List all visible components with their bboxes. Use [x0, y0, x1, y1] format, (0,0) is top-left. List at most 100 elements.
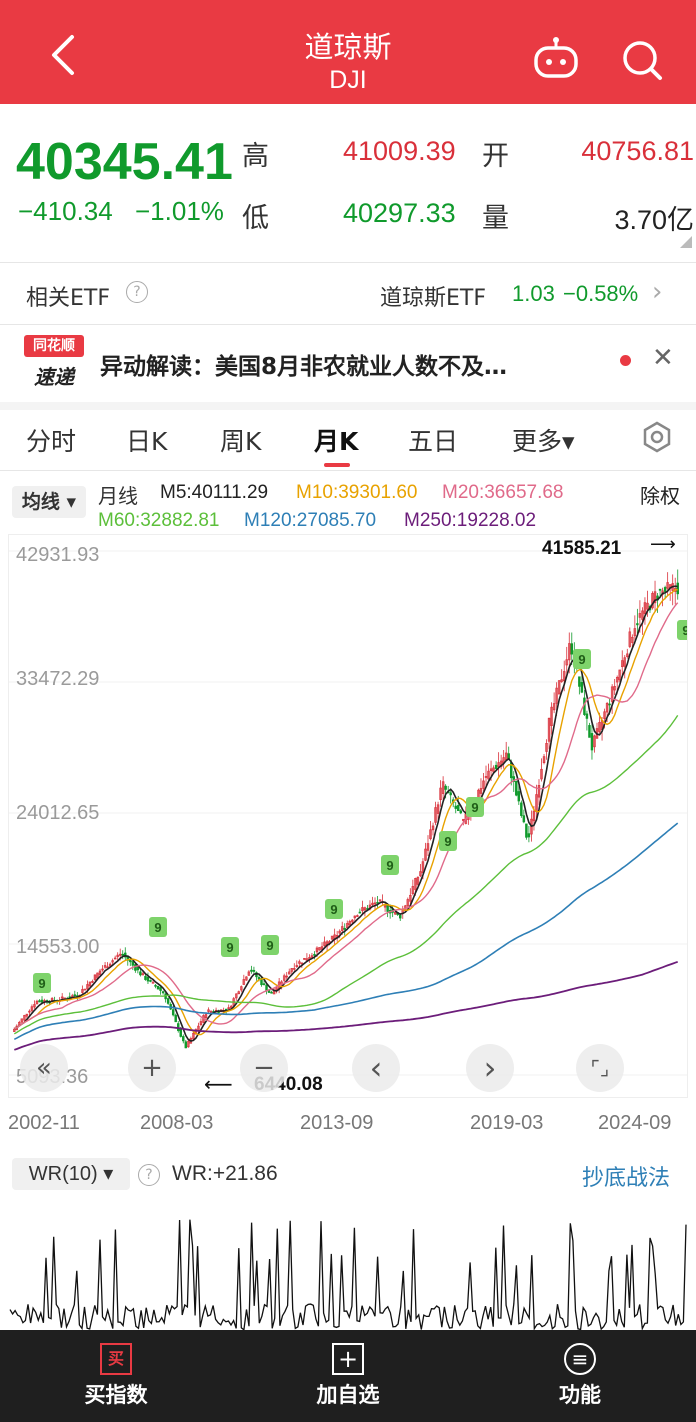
candle-body: [101, 968, 104, 971]
candle-body: [610, 686, 614, 702]
candle-body: [247, 971, 251, 976]
fit-button[interactable]: ⌜⌟: [576, 1044, 624, 1092]
y-tick-2: 33472.29: [16, 668, 100, 690]
chart-settings-icon[interactable]: [640, 420, 674, 454]
tab-monthly[interactable]: 月K: [314, 427, 359, 456]
svg-text:9: 9: [444, 834, 451, 849]
signal-badge-icon: 9: [439, 831, 457, 851]
ma-line-m250: [14, 960, 679, 1051]
etf-pct: −0.58%: [563, 281, 639, 306]
candle-body: [479, 788, 483, 794]
svg-text:9: 9: [471, 800, 478, 815]
kline-chart[interactable]: 9 9 9 9 9 9 9 9 9 9: [8, 534, 688, 1098]
bottom-nav: 买 买指数 + 加自选 ≡ 功能: [0, 1330, 696, 1422]
back-icon[interactable]: [38, 30, 88, 80]
close-icon[interactable]: ✕: [652, 343, 674, 373]
candle-body: [353, 915, 357, 919]
candle-body: [386, 904, 389, 912]
candle-body: [515, 780, 518, 796]
low-value: 40297.33: [343, 198, 456, 228]
candle-body: [409, 894, 412, 902]
kline-plot: 9 9 9 9 9 9 9 9 9 9: [9, 550, 687, 1076]
candle-body: [517, 791, 521, 802]
candle-body: [424, 848, 427, 861]
candle-body: [116, 954, 119, 958]
candle-body: [482, 780, 485, 789]
ma-selector-label: 均线: [21, 491, 60, 513]
candle-body: [255, 972, 258, 978]
signal-badge-icon: 9: [33, 973, 51, 993]
candle-body: [295, 965, 299, 967]
candle-body: [628, 631, 632, 647]
candle-body: [542, 756, 546, 764]
candle-body: [426, 843, 430, 851]
candle-body: [608, 703, 611, 706]
signal-badge-icon: 9: [325, 899, 343, 919]
tab-five-day[interactable]: 五日: [408, 427, 459, 456]
wr-strategy-link[interactable]: 抄底战法: [582, 1166, 671, 1191]
adjust-toggle[interactable]: 除权: [640, 484, 680, 508]
candle-body: [262, 983, 266, 986]
candle-body: [38, 1000, 41, 1003]
candle-body: [131, 961, 135, 966]
candle-body: [113, 957, 117, 960]
candle-body: [81, 989, 84, 993]
candle-body: [623, 657, 626, 667]
candle-body: [275, 987, 278, 991]
help-icon[interactable]: ?: [126, 281, 148, 303]
nav-add-watchlist[interactable]: + 加自选: [232, 1330, 464, 1422]
etf-label: 相关ETF: [26, 286, 110, 311]
zoom-in-button[interactable]: +: [128, 1044, 176, 1092]
robot-assistant-icon[interactable]: [528, 34, 584, 82]
news-banner[interactable]: 同花顺 速递 异动解读：美国8月非农就业人数不及… ✕: [0, 325, 696, 401]
candle-body: [411, 886, 415, 895]
candle-body: [520, 802, 523, 816]
candle-body: [371, 902, 374, 905]
volume-label: 量: [482, 203, 509, 234]
rewind-button[interactable]: «: [20, 1044, 68, 1092]
candle-body: [358, 911, 362, 914]
nav-functions[interactable]: ≡ 功能: [464, 1330, 696, 1422]
candle-body: [154, 984, 157, 987]
candle-body: [439, 787, 442, 800]
tab-more[interactable]: 更多▾: [512, 427, 575, 456]
tab-daily[interactable]: 日K: [126, 427, 168, 456]
wr-selector[interactable]: WR(10) ▾: [12, 1158, 130, 1190]
candle-body: [240, 986, 243, 991]
ma-selector[interactable]: 均线 ▾: [12, 486, 86, 518]
candle-body: [512, 776, 515, 782]
signal-badge-icon: 9: [261, 935, 279, 955]
candle-body: [320, 946, 324, 950]
page-subtitle: DJI: [329, 66, 367, 94]
candle-body: [237, 991, 241, 995]
candle-body: [290, 968, 293, 972]
etf-row[interactable]: 相关ETF ? 道琼斯ETF 1.03 −0.58% ›: [0, 263, 696, 323]
tab-weekly[interactable]: 周K: [220, 427, 262, 456]
candle-body: [444, 785, 447, 790]
candle-body: [585, 713, 589, 719]
nav-buy-index[interactable]: 买 买指数: [0, 1330, 232, 1422]
open-value: 40756.81: [581, 136, 694, 166]
expand-corner-icon[interactable]: [680, 236, 692, 248]
candle-body: [653, 591, 657, 604]
next-button[interactable]: ›: [466, 1044, 514, 1092]
candle-body: [187, 1041, 190, 1048]
prev-button[interactable]: ‹: [352, 1044, 400, 1092]
zoom-out-button[interactable]: −: [240, 1044, 288, 1092]
wr-help-icon[interactable]: ?: [138, 1164, 160, 1186]
x-tick-5: 2024-09: [598, 1112, 672, 1134]
fit-screen-icon: ⌜⌟: [590, 1056, 610, 1080]
ma-line-m20: [13, 602, 679, 1030]
candle-body: [615, 677, 619, 683]
candle-body: [636, 623, 639, 626]
candle-body: [235, 993, 238, 999]
candle-body: [580, 682, 584, 693]
tab-fenshi[interactable]: 分时: [26, 427, 77, 456]
search-icon[interactable]: [616, 34, 668, 86]
y-tick-1: 42931.93: [16, 544, 100, 566]
candle-body: [88, 981, 92, 987]
candle-body: [626, 653, 629, 657]
high-value: 41009.39: [343, 136, 456, 166]
candle-body: [50, 998, 54, 1001]
candle-body: [399, 914, 402, 919]
